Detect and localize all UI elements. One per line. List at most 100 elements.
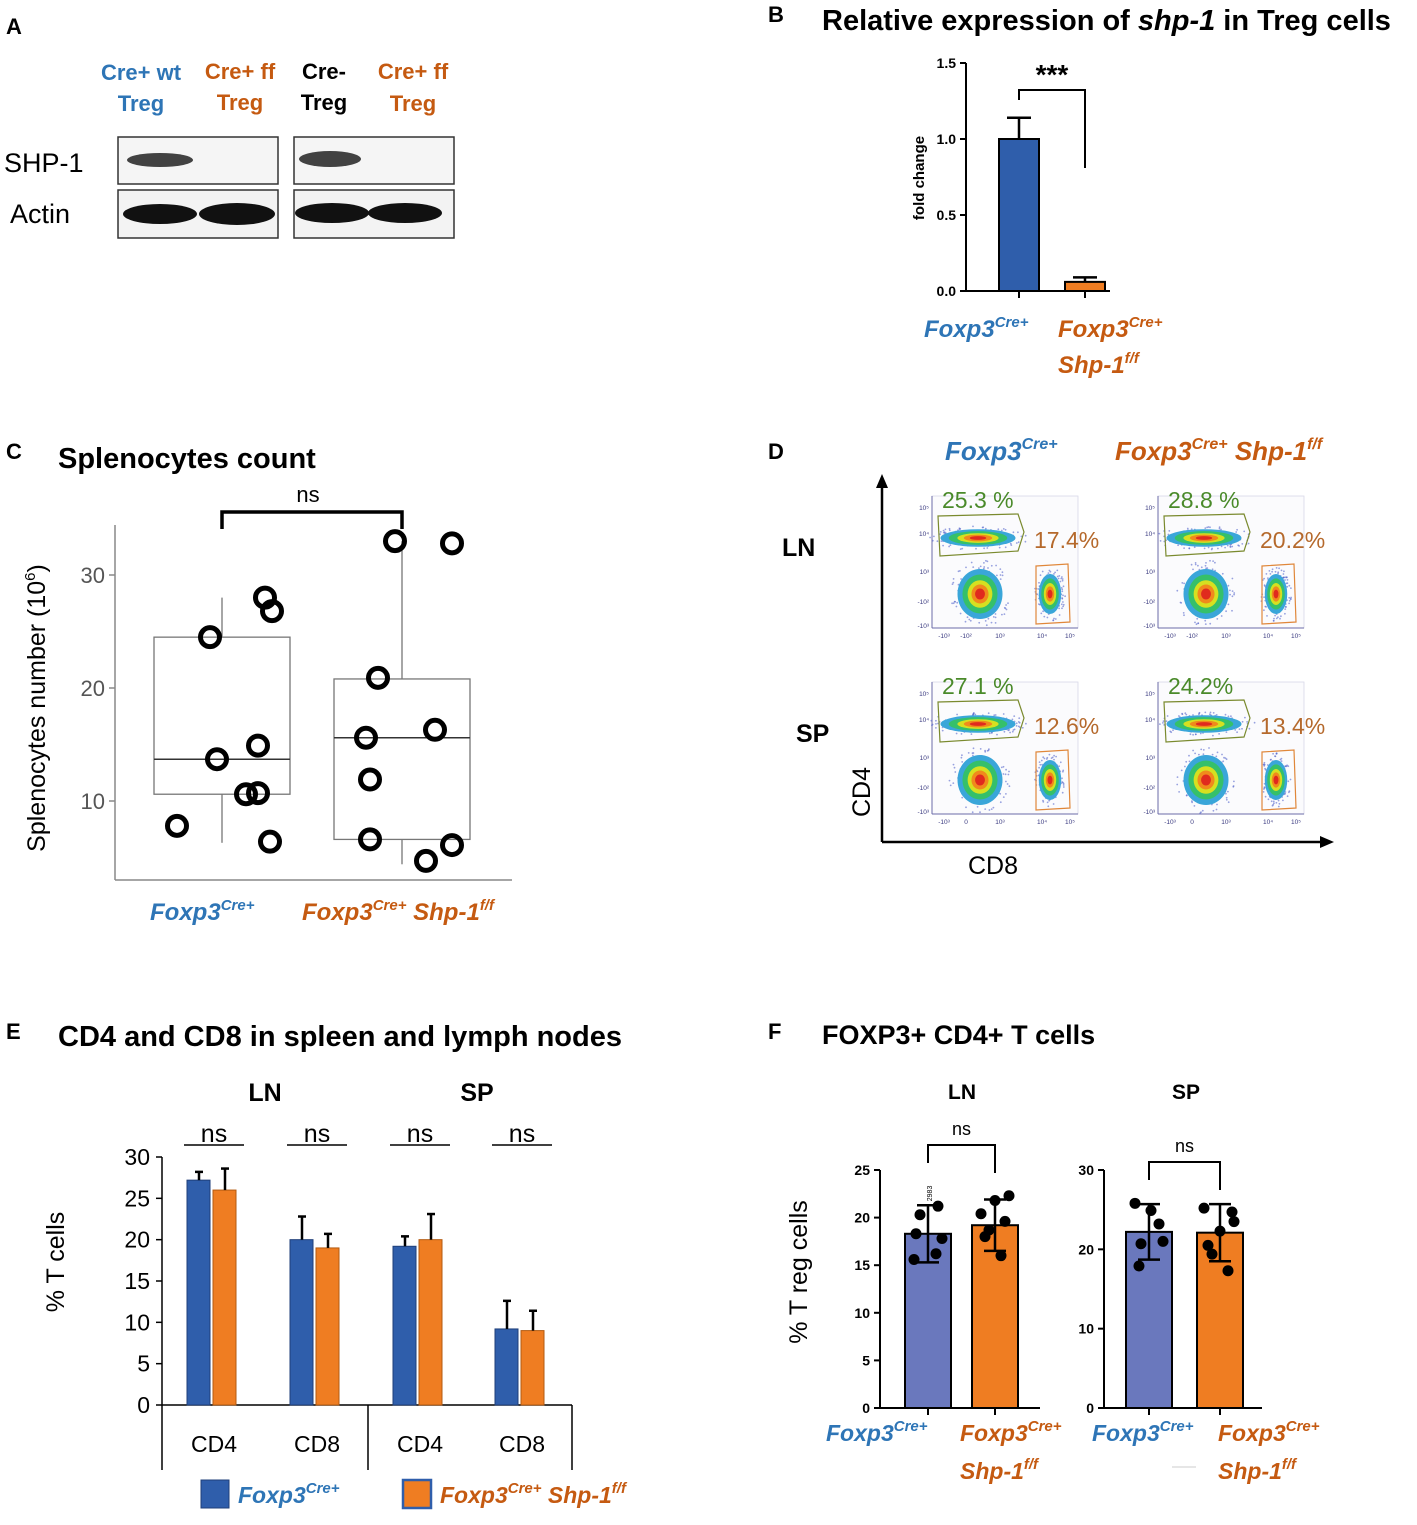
flow-dn-pop-dot	[1204, 623, 1207, 625]
flow-dn-pop-dot	[1231, 590, 1234, 592]
flow-cd8-pop-dot	[1280, 760, 1283, 762]
f-point	[1228, 1216, 1240, 1228]
flow-cd4-pop-dot	[1009, 542, 1012, 545]
flow-cd8-pop-dot	[1042, 610, 1044, 613]
lane1-line2: Treg	[118, 91, 164, 116]
d-x-arrow	[1320, 836, 1334, 848]
flow-cd4-percent: 27.1 %	[942, 673, 1014, 699]
flow-cd8-percent: 17.4%	[1034, 527, 1099, 553]
flow-cd8-pop-dot	[1058, 575, 1061, 577]
flow-dn-pop-dot	[957, 570, 960, 573]
f-point	[1198, 1202, 1210, 1214]
flow-cd8-pop-dot	[1263, 577, 1265, 580]
flow-cd4-pop-dot	[935, 723, 937, 725]
flow-cd4-pop-dot	[1177, 544, 1179, 547]
flow-dn-pop-dot	[971, 752, 974, 754]
flow-ytick-label: 10³	[1146, 569, 1156, 576]
lane2-line2: Treg	[217, 90, 263, 115]
flow-dn-pop-dot	[1003, 613, 1006, 615]
flow-cd4-pop-dot	[1024, 540, 1027, 543]
flow-cd8-pop-dot	[1264, 767, 1266, 770]
f-xlabel-ln-2b: Shp-1f/f	[960, 1456, 1040, 1484]
flow-cd8-pop-dot	[1036, 770, 1039, 773]
flow-dn-pop-dot	[999, 568, 1002, 570]
flow-cd8-pop-dot	[1274, 755, 1276, 757]
flow-cd4-pop-dot	[1159, 723, 1161, 725]
flow-cd4-pop-dot	[948, 545, 950, 548]
flow-dn-pop-dot	[1182, 612, 1185, 614]
e-ytick-label: 20	[124, 1227, 150, 1253]
flow-cd4-pop-dot	[972, 525, 974, 528]
flow-cd4-pop-dot	[1015, 542, 1018, 544]
flow-cd8-pop-dot	[1280, 615, 1282, 618]
flow-cd8-pop-dot	[1064, 595, 1066, 598]
flow-cd4-pop-dot	[1162, 720, 1165, 722]
flow-dn-pop-dot	[1206, 567, 1209, 569]
flow-dn-pop-dot	[987, 617, 990, 620]
f-annotation: 2983	[927, 1186, 934, 1202]
flow-dn-pop-dot	[992, 616, 995, 618]
flow-cd4-pop-dot	[940, 540, 943, 542]
panel-c-title: Splenocytes count	[58, 443, 316, 475]
flow-cd8-gate	[1035, 563, 1071, 625]
flow-cd8-pop-dot	[1060, 603, 1063, 606]
flow-cd8-pop-dot	[1274, 570, 1277, 573]
flow-cd4-pop-dot	[1217, 547, 1219, 550]
flow-dn-pop-dot	[1205, 562, 1207, 564]
flow-cd8-pop-dot	[1268, 570, 1271, 572]
flow-dn-pop-dot	[971, 811, 974, 814]
flow-xtick-label: 10⁴	[1263, 819, 1273, 826]
flow-cd4-pop-dot	[1025, 722, 1027, 725]
flow-cd4-pop-dot	[1189, 733, 1192, 736]
f-point	[1153, 1218, 1165, 1230]
panel-a: A Cre+ wt Treg Cre+ ff Treg Cre- Treg Cr…	[4, 14, 455, 239]
flow-cd8-pop-dot	[1265, 606, 1267, 608]
lane1-line1: Cre+ wt	[101, 60, 182, 85]
flow-cd8-pop-dot	[1040, 759, 1043, 762]
f-point	[1135, 1238, 1147, 1250]
flow-cd8-pop-dot	[1056, 575, 1059, 578]
flow-cd8-pop-dot	[1038, 766, 1040, 769]
flow-dn-pop-dot	[1215, 755, 1218, 758]
flow-dn-pop-dot	[999, 792, 1002, 795]
flow-cd8-pop-dot	[1282, 799, 1284, 802]
flow-cd8-pop-dot	[1047, 572, 1050, 574]
flow-cd4-pop-dot	[970, 733, 973, 735]
flow-cd8-pop-dot	[1062, 603, 1065, 606]
d-y-axis-label: CD4	[848, 767, 876, 817]
flow-cd8-pop-dot	[1285, 606, 1287, 608]
flow-dn-pop-dot	[1227, 584, 1230, 587]
flow-dn-pop-dot	[1204, 564, 1207, 567]
flow-cd4-pop-dot	[1206, 526, 1208, 529]
panel-b-ylabel: fold change	[911, 136, 928, 220]
flow-cd8-pop-dot	[1284, 612, 1286, 615]
flow-cd8-pop-dot	[1290, 587, 1292, 589]
flow-dn-pop-dot	[978, 621, 981, 624]
flow-dn-pop-dot	[1200, 566, 1203, 569]
flow-dn-pop-dot	[954, 600, 956, 603]
flow-cd4-pop-dot	[1238, 728, 1241, 730]
flow-cd8-pop-dot	[1280, 569, 1283, 572]
flow-xtick-label: 10⁴	[1037, 633, 1047, 640]
d-x-axis-label: CD8	[968, 852, 1018, 880]
flow-ytick-label: 10³	[920, 569, 930, 576]
flow-cd4-pop-dot	[1013, 715, 1016, 717]
flow-dn-pop-dot	[1227, 790, 1229, 793]
flow-dn-pop-dot	[978, 567, 980, 569]
flow-cd4-pop-dot	[1000, 529, 1003, 532]
panel-b-letter: B	[768, 2, 784, 27]
flow-cd8-pop-dot	[1060, 587, 1063, 589]
flow-cd8-gate	[1261, 749, 1297, 811]
flow-dn-pop-dot	[967, 752, 970, 754]
e-bar-ctrl	[494, 1328, 519, 1406]
flow-cd8-pop-dot	[1278, 802, 1281, 805]
f-point	[1206, 1248, 1218, 1260]
flow-cd8-pop-dot	[1062, 784, 1065, 786]
panel-e-plot: 0 5 10 15 20 25 30 CD4 ns CD8 ns CD4 ns CD8 ns	[124, 1120, 573, 1470]
b-xlabel-1: Foxp3Cre+	[924, 314, 1029, 343]
flow-cd4-pop-dot	[1017, 531, 1019, 534]
row-label-shp1: SHP-1	[4, 148, 84, 178]
flow-cd8-pop-dot	[1053, 573, 1055, 575]
e-ytick-label: 25	[124, 1185, 150, 1211]
flow-cd4-pop-dot	[959, 548, 962, 550]
